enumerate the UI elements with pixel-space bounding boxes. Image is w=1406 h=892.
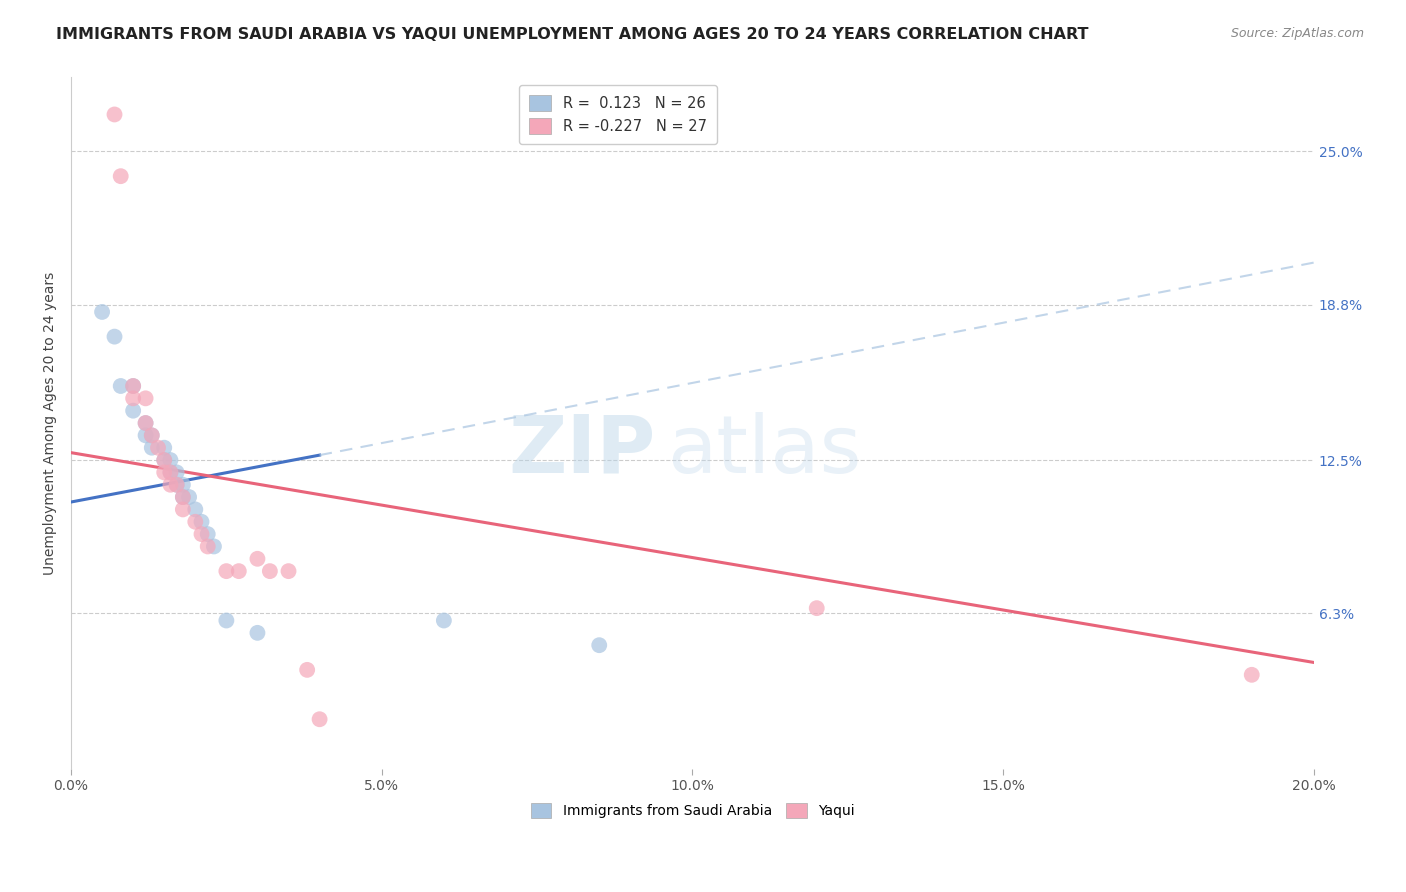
Point xyxy=(295,663,318,677)
Point xyxy=(190,515,212,529)
Point xyxy=(103,107,125,121)
Point xyxy=(159,453,181,467)
Point xyxy=(246,625,269,640)
Point xyxy=(172,490,194,504)
Point xyxy=(197,540,219,554)
Point xyxy=(228,564,250,578)
Point xyxy=(159,477,181,491)
Point xyxy=(159,466,181,480)
Point xyxy=(153,466,176,480)
Point xyxy=(246,551,269,566)
Point xyxy=(103,329,125,343)
Text: Source: ZipAtlas.com: Source: ZipAtlas.com xyxy=(1230,27,1364,40)
Point xyxy=(135,416,157,430)
Point xyxy=(433,614,456,628)
Point xyxy=(141,428,163,442)
Point xyxy=(172,490,194,504)
Point xyxy=(135,428,157,442)
Legend: Immigrants from Saudi Arabia, Yaqui: Immigrants from Saudi Arabia, Yaqui xyxy=(524,797,860,824)
Text: IMMIGRANTS FROM SAUDI ARABIA VS YAQUI UNEMPLOYMENT AMONG AGES 20 TO 24 YEARS COR: IMMIGRANTS FROM SAUDI ARABIA VS YAQUI UN… xyxy=(56,27,1088,42)
Point xyxy=(135,416,157,430)
Point xyxy=(141,441,163,455)
Point xyxy=(215,564,238,578)
Point xyxy=(172,502,194,516)
Point xyxy=(1240,668,1263,682)
Point xyxy=(259,564,281,578)
Point xyxy=(110,169,132,184)
Point xyxy=(172,477,194,491)
Point xyxy=(122,379,145,393)
Point xyxy=(190,527,212,541)
Point xyxy=(110,379,132,393)
Point xyxy=(277,564,299,578)
Point xyxy=(141,428,163,442)
Point xyxy=(146,441,169,455)
Y-axis label: Unemployment Among Ages 20 to 24 years: Unemployment Among Ages 20 to 24 years xyxy=(44,271,58,574)
Point xyxy=(184,502,207,516)
Text: atlas: atlas xyxy=(668,412,862,490)
Point xyxy=(215,614,238,628)
Point xyxy=(308,712,330,726)
Point xyxy=(588,638,610,652)
Point xyxy=(177,490,200,504)
Point xyxy=(166,466,188,480)
Point xyxy=(166,477,188,491)
Point xyxy=(153,453,176,467)
Point xyxy=(184,515,207,529)
Point xyxy=(806,601,828,615)
Point xyxy=(202,540,225,554)
Point xyxy=(122,379,145,393)
Point xyxy=(122,392,145,406)
Point xyxy=(122,403,145,417)
Point xyxy=(153,453,176,467)
Point xyxy=(159,466,181,480)
Point xyxy=(166,477,188,491)
Text: ZIP: ZIP xyxy=(508,412,655,490)
Point xyxy=(91,305,114,319)
Point xyxy=(135,392,157,406)
Point xyxy=(153,441,176,455)
Point xyxy=(197,527,219,541)
